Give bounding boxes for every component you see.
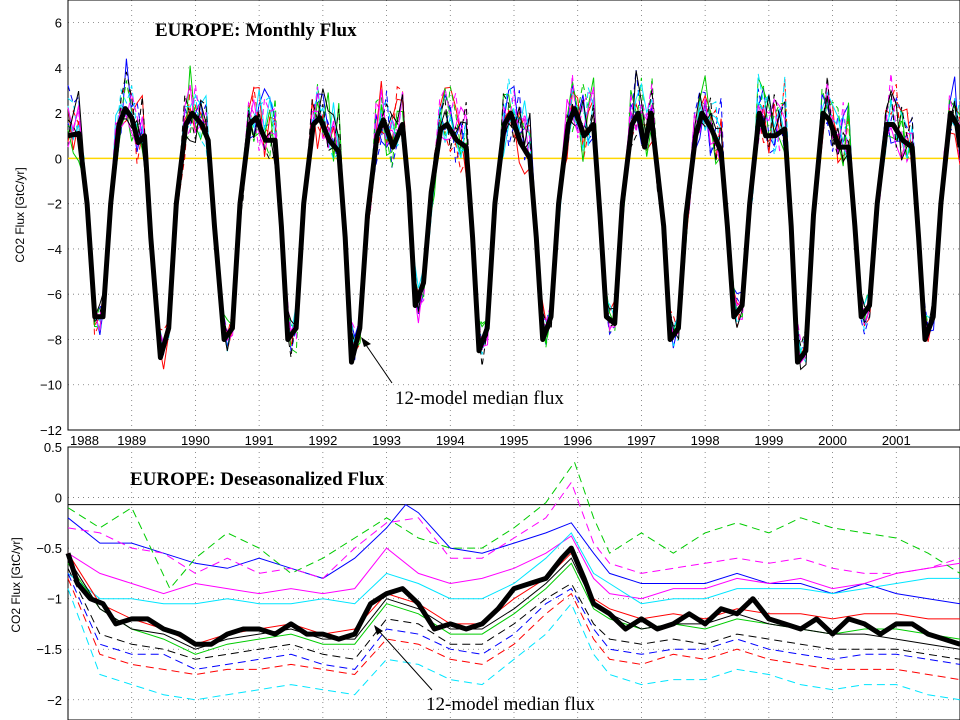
model-deseasonalized-line: [67, 503, 960, 605]
median-deseasonalized-line: [65, 545, 960, 647]
y-tick-label: −1: [47, 592, 62, 607]
model-deseasonalized-line: [67, 557, 960, 650]
y-tick-label: −8: [47, 332, 62, 347]
model-deseasonalized-line: [67, 573, 960, 670]
x-tick-labels: 1988 1989 1990 1991 1992 1993 1994 1995 1996 1997…: [70, 433, 911, 448]
x-tick-label: 1994: [436, 433, 465, 448]
chart-title: EUROPE: Deseasonalized Flux: [130, 469, 385, 490]
y-tick-label: −0.5: [36, 541, 62, 556]
y-tick-label: −2: [47, 693, 62, 708]
annotation-arrow: [363, 341, 393, 384]
model-deseasonalized-line: [67, 532, 960, 605]
y-tick-label: −12: [40, 423, 62, 438]
y-tick-label: −10: [40, 378, 62, 393]
model-deseasonalized-line: [67, 578, 960, 681]
annotation-label: 12-model median flux: [426, 694, 595, 715]
y-tick-label: −2: [47, 197, 62, 212]
annotation-label: 12-model median flux: [395, 388, 564, 409]
x-tick-label: 1999: [754, 433, 783, 448]
model-deseasonalized-line: [67, 588, 960, 701]
x-tick-label: 2000: [818, 433, 847, 448]
median-flux-line: [67, 106, 960, 365]
y-axis-label: CO2 Flux [GtC/yr]: [13, 167, 27, 262]
y-tick-labels: 0.5 0 −0.5 −1 −1.5 −2: [36, 440, 62, 708]
y-tick-label: −4: [47, 242, 62, 257]
chart-title: EUROPE: Monthly Flux: [155, 20, 357, 41]
y-tick-label: 6: [55, 16, 62, 31]
x-tick-label: 1993: [372, 433, 401, 448]
x-tick-label: 1992: [308, 433, 337, 448]
deseasonalized-flux-panel: 0.5 0 −0.5 −1 −1.5 −2 EUROPE: Deseasonalized …: [9, 440, 960, 720]
x-tick-label: 1997: [627, 433, 656, 448]
y-tick-label: −6: [47, 287, 62, 302]
y-tick-label: 2: [55, 106, 62, 121]
model-deseasonalized-line: [67, 461, 960, 590]
model-deseasonalized-line: [67, 535, 960, 600]
x-tick-label: 1995: [500, 433, 529, 448]
x-tick-label: 1998: [691, 433, 720, 448]
x-tick-label: 2001: [882, 433, 911, 448]
x-tick-label: 1991: [245, 433, 274, 448]
median-annotation: 12-model median flux: [374, 625, 595, 715]
annotation-arrow: [377, 629, 433, 691]
model-deseasonalized-line: [67, 568, 960, 660]
y-tick-label: 0.5: [44, 440, 62, 455]
model-series-lines: [65, 461, 960, 701]
y-tick-label: 0: [55, 151, 62, 166]
annotation-arrowhead: [374, 625, 383, 635]
median-series-line: [67, 106, 960, 365]
y-axis-label: CO2 Flux [GtC/yr]: [9, 537, 23, 632]
y-tick-label: −1.5: [36, 642, 62, 657]
annotation-arrowhead: [361, 337, 371, 347]
x-tick-label: 1996: [563, 433, 592, 448]
median-annotation: 12-model median flux: [361, 337, 564, 409]
x-tick-label: 1988: [70, 433, 99, 448]
x-tick-label: 1989: [117, 433, 146, 448]
y-tick-labels: 6 4 2 0 −2 −4 −6 −8 −10 −12: [40, 16, 62, 438]
y-tick-label: 4: [55, 61, 62, 76]
y-tick-label: 0: [55, 491, 62, 506]
x-tick-label: 1990: [181, 433, 210, 448]
